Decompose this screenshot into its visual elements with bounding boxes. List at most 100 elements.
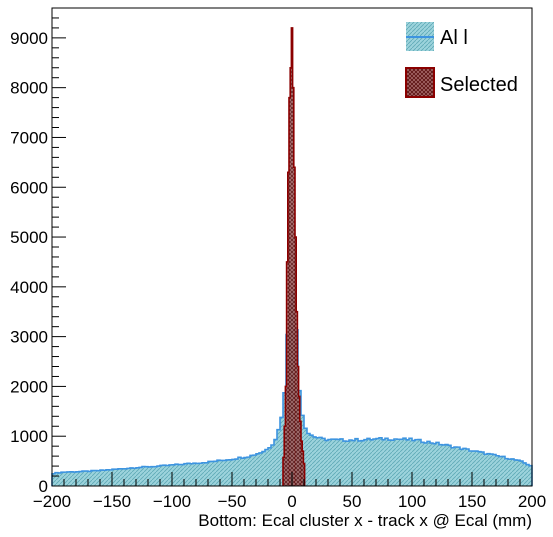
histogram-bin [412,440,415,486]
histogram-bin [181,464,184,486]
histogram-bin [229,459,232,486]
histogram-bin [226,459,229,486]
histogram-bin [343,441,346,486]
histogram-bin [334,439,337,486]
histogram-bin [310,435,313,486]
histogram-bin [106,469,109,486]
histogram-bin [118,468,121,486]
histogram-bin [454,447,457,486]
histogram-bin [520,461,523,486]
series-selected-histogram [282,27,306,487]
histogram-bin [58,472,61,486]
y-tick-label: 9000 [10,29,48,48]
histogram-bin [124,468,127,486]
histogram-bin [94,470,97,486]
histogram-bin [109,469,112,486]
histogram-bin [287,172,289,486]
y-tick-label: 2000 [10,377,48,396]
x-tick-label: −100 [153,492,191,511]
histogram-bin [61,472,64,486]
histogram-bin [175,464,178,486]
histogram-bin [322,438,325,486]
histogram-bin [211,461,214,486]
x-tick-label: −50 [218,492,247,511]
histogram-bin [352,440,355,486]
histogram-bin [290,67,292,486]
histogram-bin [88,471,91,486]
histogram-bin [208,461,211,486]
histogram-bin [319,437,322,486]
histogram-bin [385,438,388,486]
histogram-bin [166,465,169,486]
histogram-bin [424,442,427,486]
histogram-bin [73,472,76,486]
histogram-bin [298,396,300,487]
histogram-bin [91,470,94,486]
histogram-bin [241,458,244,486]
legend-label-selected: Selected [440,74,518,96]
histogram-bin [199,463,202,486]
histogram-bin [415,439,418,486]
y-tick-label: 4000 [10,278,48,297]
histogram-bin [250,455,253,486]
histogram-bin [487,453,490,486]
histogram-bin [121,468,124,486]
x-axis: −200 −150 −100 −50 0 50 100 150 200 [33,472,546,511]
histogram-bin [100,470,103,486]
histogram-bin [220,460,223,486]
histogram-bin [358,440,361,486]
histogram-bin [502,456,505,486]
histogram-bin [70,471,73,486]
histogram-bin [52,473,55,486]
histogram-bin [169,464,172,486]
histogram-bin [526,464,529,486]
histogram-bin [499,456,502,486]
y-tick-label: 5000 [10,228,48,247]
histogram-bin [523,462,526,486]
histogram-bin [154,466,157,486]
histogram-bin [148,466,151,486]
histogram-bin [436,442,439,486]
histogram-bin [481,452,484,486]
histogram-bin [433,443,436,486]
histogram-bin [67,471,70,486]
histogram-bin [391,440,394,486]
histogram-bin [460,449,463,486]
histogram-bin [202,462,205,486]
histogram-bin [484,454,487,486]
histogram-bin [364,439,367,486]
histogram-bin [295,237,297,486]
histogram-bin [55,472,58,486]
histogram-bin [475,451,478,486]
histogram-bin [193,463,196,486]
histogram-bin [463,448,466,486]
histogram-bin [235,459,238,486]
x-axis-title: Bottom: Ecal cluster x - track x @ Ecal … [198,511,532,530]
histogram-bin [238,457,241,486]
histogram-bin [299,421,301,486]
x-tick-label: 200 [518,492,546,511]
histogram-bin [64,472,67,486]
histogram-bin [172,464,175,486]
histogram-bin [325,440,328,486]
y-tick-label: 0 [39,477,48,496]
histogram-bin [214,461,217,486]
x-tick-label: 0 [287,492,296,511]
histogram-bin [490,454,493,486]
histogram-bin [457,447,460,486]
histogram-bin [304,428,307,486]
histogram-bin [451,447,454,486]
histogram-bin [127,468,130,486]
histogram-bin [514,459,517,486]
histogram-bin [511,458,514,486]
histogram-bin [508,459,511,486]
histogram-bin [349,440,352,486]
histogram-bin [442,444,445,486]
histogram-bin [331,439,334,486]
histogram-bin [130,467,133,486]
histogram-bin [376,438,379,486]
histogram-bin [472,451,475,486]
x-tick-label: 50 [343,492,362,511]
histogram-bin [265,449,268,486]
